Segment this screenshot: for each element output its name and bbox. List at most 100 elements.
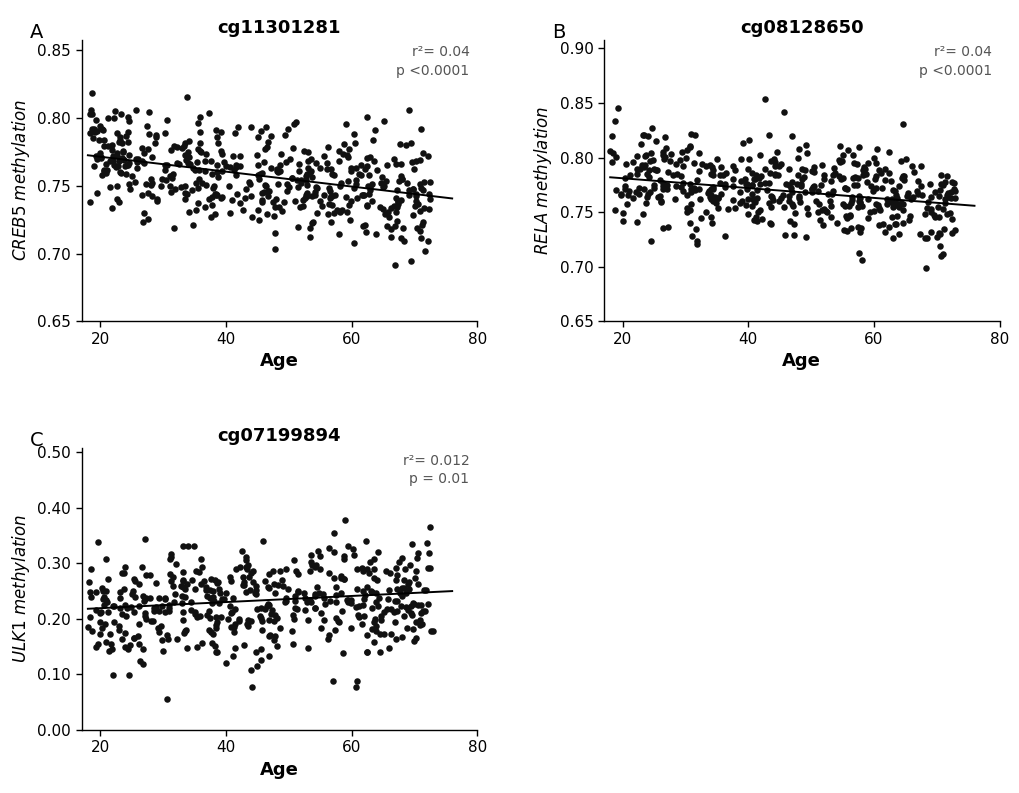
Point [681,204,697,216]
Point [178,91,195,104]
Point [347,162,364,174]
Point [382,603,398,615]
Point [111,195,127,208]
Point [744,178,760,191]
Point [422,176,438,189]
Point [162,568,178,580]
Point [780,195,796,208]
Point [325,527,341,539]
Point [227,159,244,171]
Point [338,205,355,218]
Point [351,168,367,181]
Point [83,104,99,117]
Point [634,207,650,220]
Point [946,224,962,236]
Point [146,601,162,614]
Point [162,186,178,198]
Point [90,638,106,651]
Point [227,169,244,182]
Point [224,605,240,618]
Point [94,122,110,135]
Point [913,189,929,201]
Point [106,616,122,629]
Point [199,589,215,602]
Point [647,164,663,177]
Point [938,170,955,182]
Point [190,117,206,129]
Point [100,573,116,585]
Point [163,547,179,560]
Point [89,125,105,137]
Point [105,149,121,162]
Point [127,104,144,117]
Point [165,596,181,608]
Point [400,582,417,595]
Point [326,623,342,636]
Point [194,637,210,649]
Point [99,596,115,608]
Point [412,182,428,195]
Point [888,217,904,230]
Point [213,145,229,158]
Point [762,155,779,167]
Point [348,582,365,595]
Point [225,621,242,634]
Point [201,623,217,636]
Point [693,212,709,224]
Point [388,604,405,617]
Text: A: A [31,23,44,42]
Point [193,578,209,591]
Point [716,178,733,190]
Point [119,159,136,171]
Point [702,183,718,196]
Point [406,634,422,647]
Point [223,607,239,619]
Point [775,106,792,119]
Point [211,596,227,609]
Point [187,203,204,216]
Point [120,111,137,124]
Point [355,584,371,597]
Point [299,596,315,608]
Point [148,577,164,590]
Point [867,182,883,194]
Point [360,567,376,580]
Point [82,127,98,140]
Point [183,184,200,197]
Point [392,169,409,182]
Point [92,628,108,641]
Point [353,159,369,171]
Point [690,147,706,159]
Point [249,148,265,161]
Point [163,170,179,182]
Point [121,157,138,170]
Point [420,561,436,574]
Point [271,201,287,213]
Point [193,553,209,565]
Point [104,642,120,655]
Point [904,190,920,203]
Point [382,223,398,236]
Point [311,586,327,599]
Point [141,128,157,140]
Point [876,225,893,238]
Point [817,205,834,218]
Point [249,659,265,672]
Point [142,569,158,582]
Point [300,155,316,167]
Point [86,160,102,173]
Point [387,206,404,219]
Point [837,210,853,223]
Point [637,159,653,171]
Point [747,168,763,181]
Point [189,611,205,623]
Point [359,646,375,659]
Point [283,625,300,638]
Point [294,200,311,213]
Point [209,577,225,589]
Point [850,247,866,259]
Point [198,580,214,593]
Point [96,165,112,178]
Point [416,584,432,596]
Point [421,193,437,205]
